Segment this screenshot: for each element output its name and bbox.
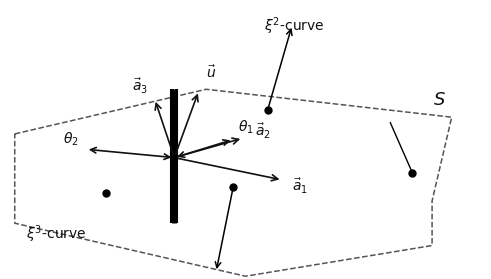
Text: $\vec{u}$: $\vec{u}$ xyxy=(206,64,217,81)
Text: $\theta_2$: $\theta_2$ xyxy=(63,131,79,148)
Text: $S$: $S$ xyxy=(433,92,446,109)
Text: $\xi^3$-curve: $\xi^3$-curve xyxy=(26,223,87,245)
Text: $\vec{a}_2$: $\vec{a}_2$ xyxy=(255,122,271,141)
Text: $\xi^2$-curve: $\xi^2$-curve xyxy=(264,15,325,37)
Text: $\xi^1$-curve: $\xi^1$-curve xyxy=(183,278,244,279)
Text: $\vec{a}_1$: $\vec{a}_1$ xyxy=(292,177,307,196)
Text: $\vec{a}_3$: $\vec{a}_3$ xyxy=(132,77,148,96)
Text: $\theta_1$: $\theta_1$ xyxy=(238,118,253,136)
